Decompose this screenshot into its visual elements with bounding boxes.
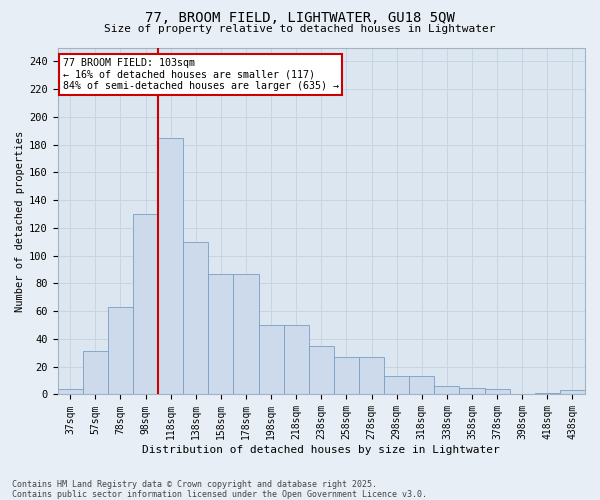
Bar bbox=[108, 307, 133, 394]
Bar bbox=[183, 242, 208, 394]
Bar bbox=[259, 325, 284, 394]
Bar bbox=[208, 274, 233, 394]
Text: 77, BROOM FIELD, LIGHTWATER, GU18 5QW: 77, BROOM FIELD, LIGHTWATER, GU18 5QW bbox=[145, 11, 455, 25]
Bar bbox=[233, 274, 259, 394]
Text: 77 BROOM FIELD: 103sqm
← 16% of detached houses are smaller (117)
84% of semi-de: 77 BROOM FIELD: 103sqm ← 16% of detached… bbox=[63, 58, 339, 91]
Y-axis label: Number of detached properties: Number of detached properties bbox=[15, 130, 25, 312]
Bar bbox=[560, 390, 585, 394]
Bar bbox=[359, 357, 384, 395]
Bar bbox=[384, 376, 409, 394]
Bar bbox=[460, 388, 485, 394]
Bar bbox=[284, 325, 309, 394]
Bar bbox=[409, 376, 434, 394]
Bar bbox=[158, 138, 183, 394]
Bar bbox=[58, 389, 83, 394]
Bar bbox=[133, 214, 158, 394]
X-axis label: Distribution of detached houses by size in Lightwater: Distribution of detached houses by size … bbox=[142, 445, 500, 455]
Bar bbox=[485, 389, 509, 394]
Bar bbox=[334, 357, 359, 395]
Text: Contains HM Land Registry data © Crown copyright and database right 2025.
Contai: Contains HM Land Registry data © Crown c… bbox=[12, 480, 427, 499]
Bar bbox=[83, 352, 108, 395]
Bar bbox=[434, 386, 460, 394]
Bar bbox=[535, 393, 560, 394]
Text: Size of property relative to detached houses in Lightwater: Size of property relative to detached ho… bbox=[104, 24, 496, 34]
Bar bbox=[309, 346, 334, 395]
